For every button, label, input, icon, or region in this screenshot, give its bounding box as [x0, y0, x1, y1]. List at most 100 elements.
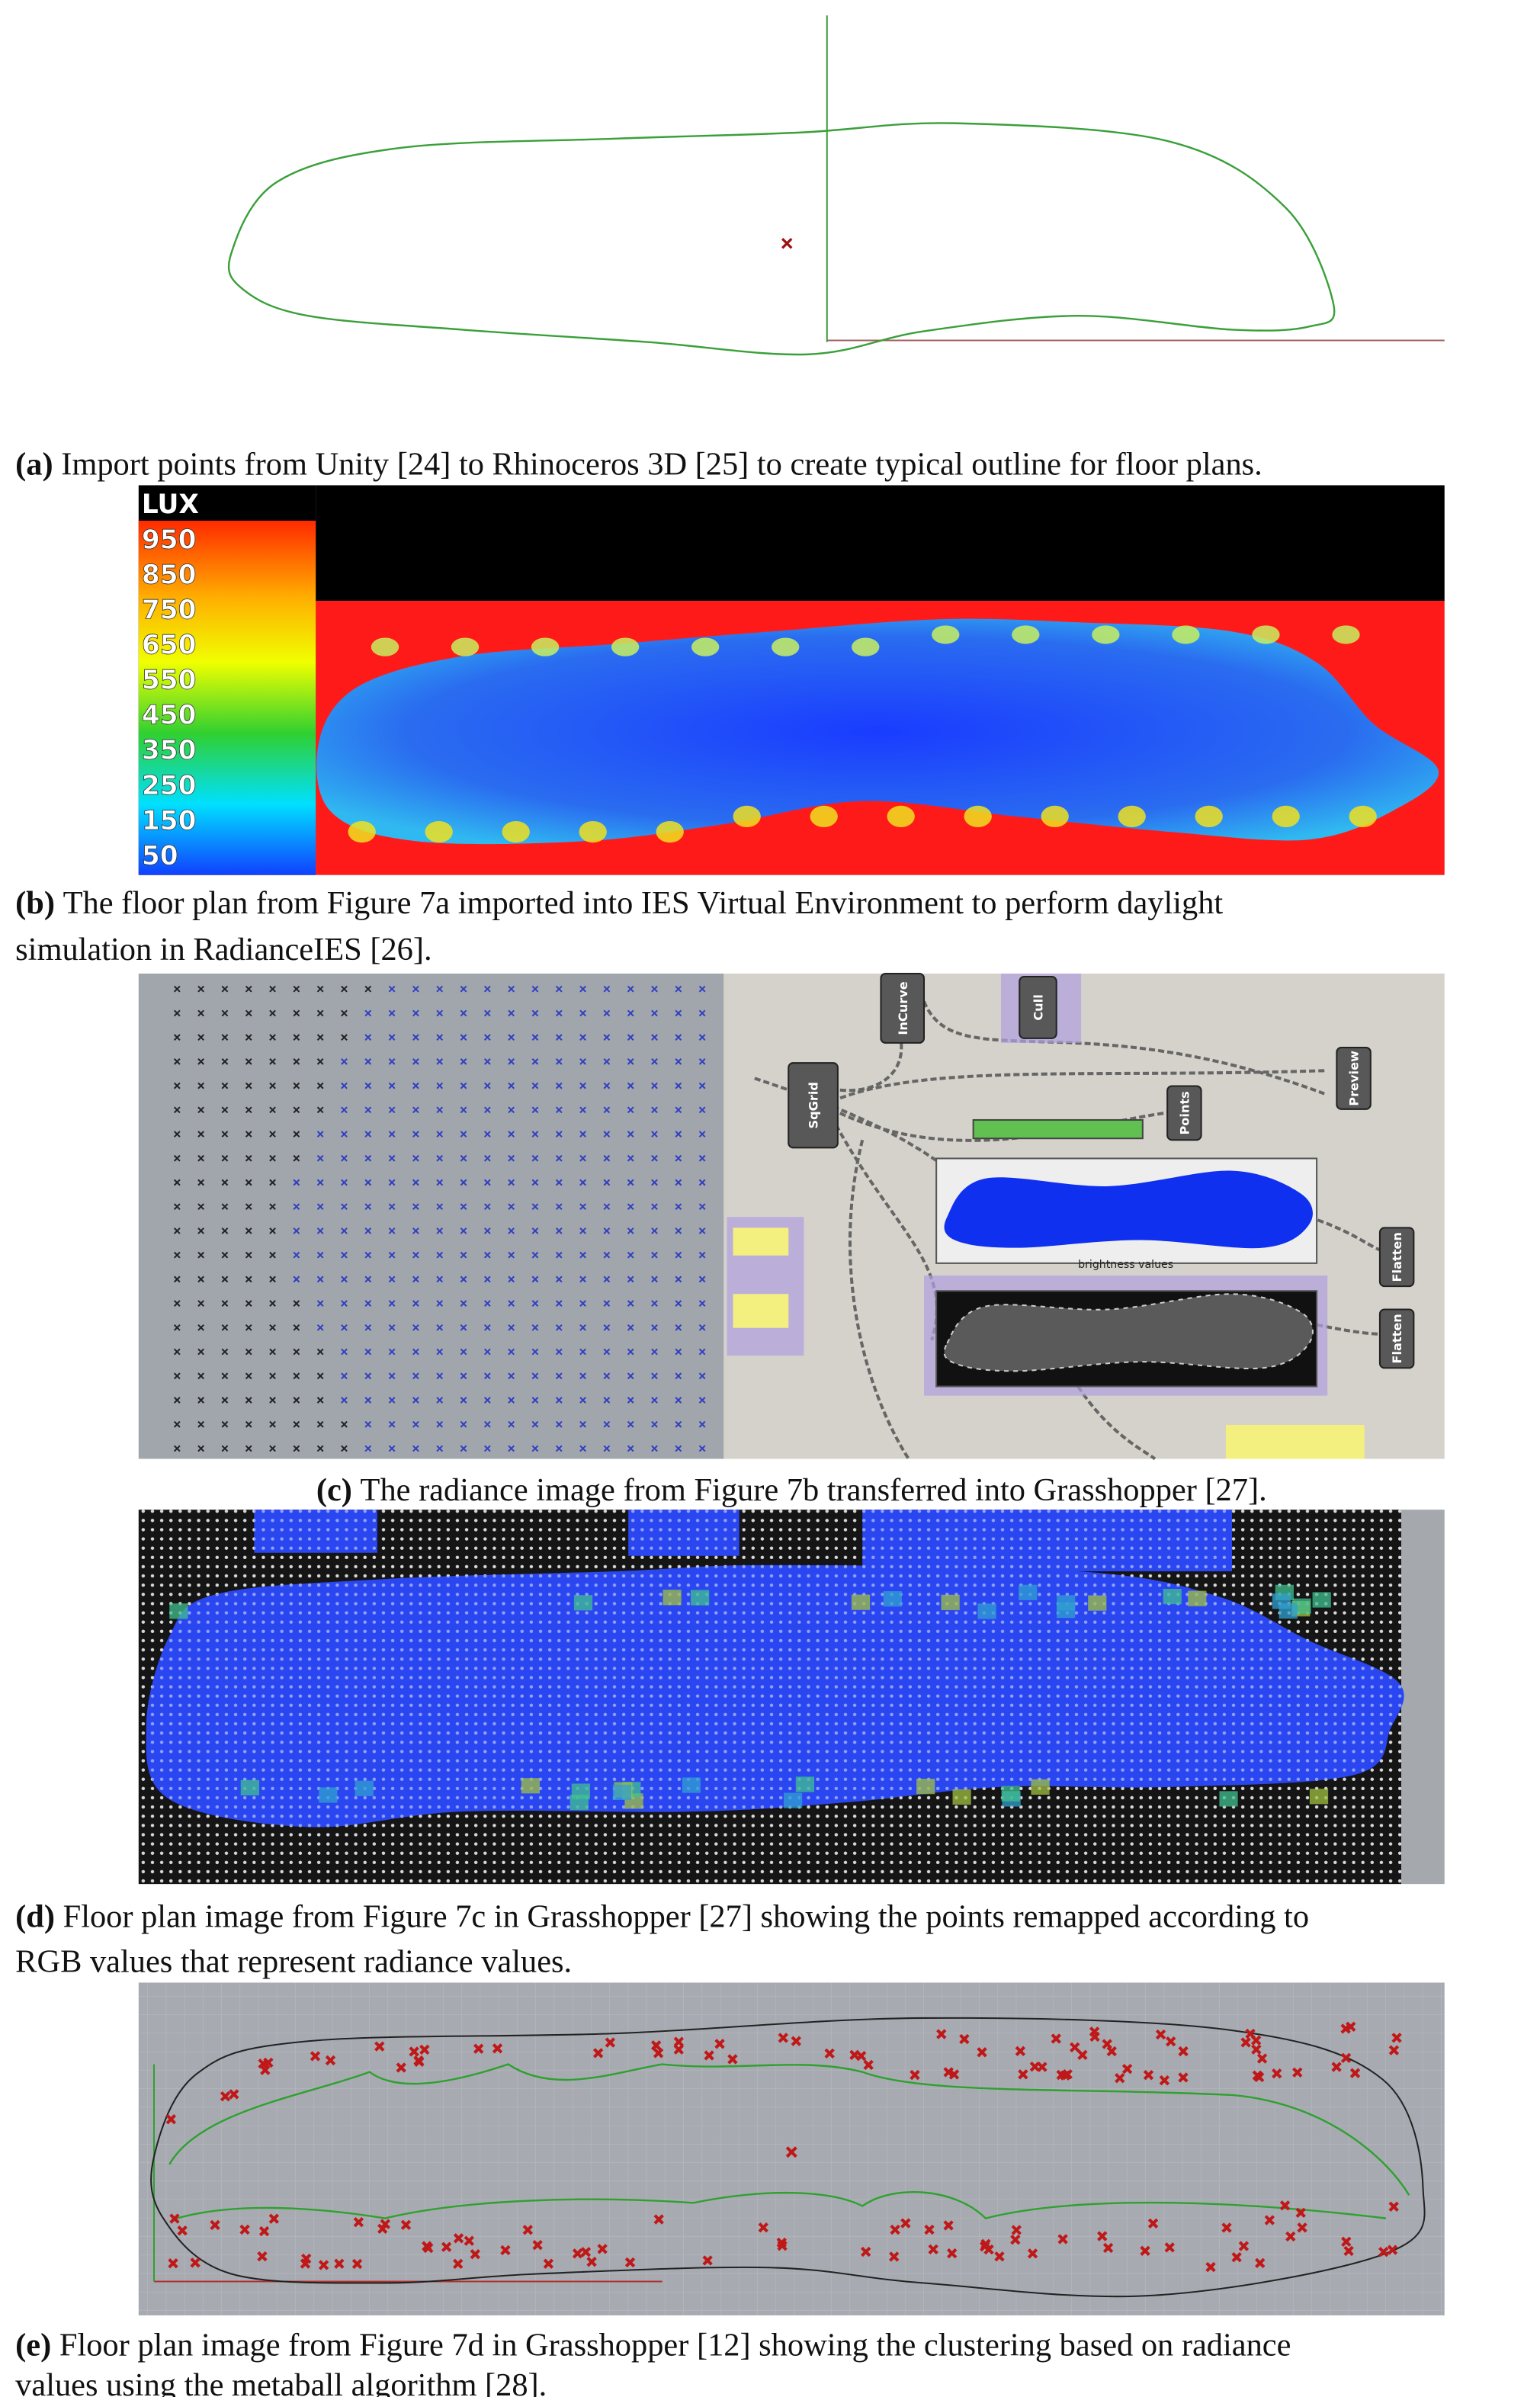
cross-mark	[412, 1131, 419, 1138]
component	[1019, 976, 1057, 1039]
cross-mark	[316, 1300, 324, 1307]
cross-mark	[483, 1009, 491, 1017]
cross-mark	[675, 1058, 682, 1065]
cross-mark	[508, 1227, 515, 1234]
cross-mark	[651, 1300, 658, 1307]
cross-mark	[555, 1227, 563, 1234]
cross-mark	[316, 1227, 324, 1234]
cross-mark	[423, 2242, 434, 2254]
cross-mark	[364, 1179, 372, 1186]
cross-mark	[1115, 2073, 1125, 2084]
cross-mark	[460, 1034, 467, 1041]
light-spot	[887, 805, 915, 828]
cross-mark	[579, 985, 586, 993]
cross-mark	[412, 1372, 419, 1380]
cross-mark	[269, 1131, 276, 1138]
bright-cell	[1272, 1593, 1291, 1609]
cross-mark	[673, 2036, 685, 2047]
cross-mark	[928, 2244, 938, 2254]
cross-mark	[785, 2146, 797, 2158]
cross-mark	[791, 2036, 801, 2046]
cross-mark	[245, 1082, 252, 1089]
bright-cell	[795, 1776, 815, 1792]
cross-mark	[316, 1276, 324, 1283]
light-spot	[1332, 625, 1360, 644]
cross-mark	[173, 1300, 181, 1307]
cross-mark	[543, 2258, 554, 2269]
cross-mark	[269, 1203, 276, 1211]
cross-mark	[675, 1372, 682, 1380]
cross-mark	[1051, 2033, 1061, 2044]
cross-mark	[316, 1034, 324, 1041]
cross-mark	[388, 1203, 396, 1211]
cross-mark	[293, 1131, 300, 1138]
cross-mark	[400, 2219, 412, 2230]
cross-mark	[675, 1300, 682, 1307]
cross-mark	[651, 1420, 658, 1428]
cross-mark	[483, 1203, 491, 1211]
cross-mark	[388, 1372, 396, 1380]
cross-mark	[698, 1348, 706, 1356]
cross-mark	[508, 1203, 515, 1211]
cross-mark	[579, 1154, 586, 1162]
cross-mark	[388, 1106, 396, 1114]
cross-mark	[220, 2091, 231, 2102]
cross-mark	[473, 2043, 484, 2054]
light-spot	[348, 820, 376, 843]
cross-mark	[245, 1324, 252, 1331]
cross-mark	[173, 1397, 181, 1404]
cross-mark	[675, 1034, 682, 1041]
cross-mark	[221, 1300, 229, 1307]
cross-mark	[412, 1154, 419, 1162]
legend-label: 850	[142, 560, 197, 590]
cross-mark	[627, 985, 634, 993]
cross-mark	[436, 1445, 444, 1452]
cross-mark	[460, 1058, 467, 1065]
caption-line: Import points from Unity [24] to Rhinoce…	[61, 446, 1262, 482]
cross-mark	[651, 1058, 658, 1065]
cross-mark	[412, 1397, 419, 1404]
viewport	[138, 973, 724, 1459]
cross-mark	[245, 1034, 252, 1041]
cross-mark	[269, 1058, 276, 1065]
cross-mark	[1089, 2031, 1100, 2042]
caption-line: Floor plan image from Figure 7d in Grass…	[59, 2327, 1291, 2363]
cross-mark	[293, 1420, 300, 1428]
cross-mark	[436, 1009, 444, 1017]
cross-mark	[675, 1348, 682, 1356]
bright-cell	[1309, 1789, 1329, 1805]
cross-mark	[508, 1397, 515, 1404]
cross-mark	[758, 2222, 768, 2233]
cross-mark	[341, 1154, 348, 1162]
cross-mark	[651, 1227, 658, 1234]
cross-mark	[316, 985, 324, 993]
cross-mark	[460, 1154, 467, 1162]
cross-mark	[675, 1420, 682, 1428]
sim-sky	[316, 485, 1445, 602]
cross-mark	[334, 2258, 345, 2269]
cross-mark	[460, 1420, 467, 1428]
cross-mark	[1155, 2029, 1166, 2040]
bright-cell	[1088, 1595, 1107, 1611]
cross-mark	[197, 1251, 204, 1259]
cross-mark	[436, 1276, 444, 1283]
bright-cell	[1188, 1590, 1207, 1606]
cross-mark	[245, 1131, 252, 1138]
cross-mark	[1341, 2236, 1352, 2247]
wire	[1076, 1385, 1157, 1461]
cross-mark	[555, 1154, 563, 1162]
cross-mark	[412, 1034, 419, 1041]
cross-mark	[824, 2048, 835, 2059]
floor-blob	[316, 618, 1439, 845]
cross-mark	[555, 1009, 563, 1017]
cross-mark	[1077, 2049, 1088, 2060]
cross-mark	[221, 1348, 229, 1356]
cross-mark	[651, 1034, 658, 1041]
light-spot	[451, 637, 480, 656]
cross-mark	[197, 1106, 204, 1114]
cross-mark	[412, 1009, 419, 1017]
cross-mark	[316, 1420, 324, 1428]
light-spot	[1195, 805, 1223, 828]
panels: (a) Import points from Unity [24] to Rhi…	[15, 15, 1445, 2397]
cross-mark	[579, 1082, 586, 1089]
